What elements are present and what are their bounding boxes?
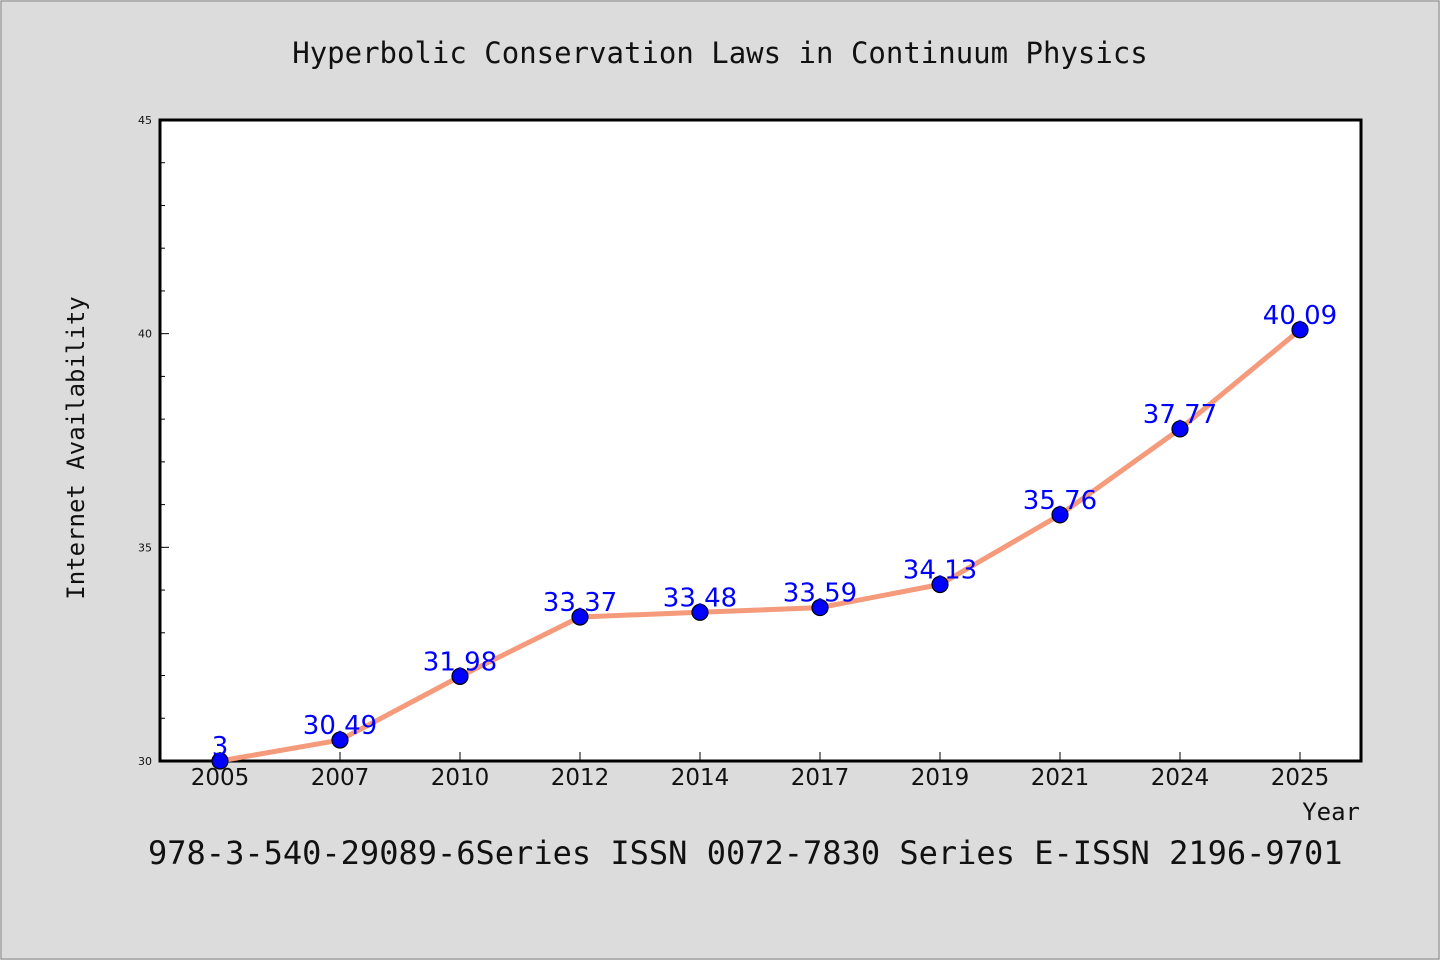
y-tick-label: 45 <box>138 114 152 127</box>
data-point <box>211 752 229 770</box>
x-tick-label: 2021 <box>1031 765 1090 791</box>
series-line <box>217 327 1303 764</box>
data-label: 3 <box>212 732 229 762</box>
data-point <box>451 667 469 685</box>
data-point <box>931 575 949 594</box>
series-line-group <box>211 321 1309 770</box>
data-point <box>571 608 589 626</box>
data-label: 40.09 <box>1263 301 1337 331</box>
data-label: 30.49 <box>303 711 377 741</box>
x-tick-label: 2017 <box>791 765 850 791</box>
data-point <box>691 603 709 621</box>
y-axis: 30 35 40 45 <box>138 114 169 768</box>
x-tick-label: 2007 <box>311 765 370 791</box>
x-tick-label: 2014 <box>671 765 730 791</box>
x-tick-label: 2025 <box>1271 765 1330 791</box>
data-point <box>1051 506 1069 524</box>
x-axis-label: Year <box>1302 798 1360 826</box>
data-point <box>811 598 829 617</box>
data-label: 33.59 <box>783 579 857 609</box>
x-tick-label: 2019 <box>911 765 970 791</box>
y-axis-label: Internet Availability <box>62 296 90 599</box>
x-tick-label: 2024 <box>1151 765 1210 791</box>
x-tick-label: 2010 <box>431 765 490 791</box>
plot-area <box>158 118 1363 763</box>
data-label: 31.98 <box>423 647 497 677</box>
data-label: 33.37 <box>543 588 617 618</box>
data-label: 34.13 <box>903 556 977 586</box>
y-tick-label: 35 <box>138 541 152 554</box>
data-label: 35.76 <box>1023 486 1097 516</box>
data-point <box>1171 420 1189 438</box>
data-point <box>331 731 349 749</box>
data-label: 33.48 <box>663 583 737 613</box>
y-tick-label: 40 <box>138 328 152 341</box>
x-tick-label: 2012 <box>551 765 610 791</box>
data-labels: 3 30.49 31.98 33.37 33.48 33.59 34.13 35.76 37.7… <box>212 301 1337 762</box>
chart-title: Hyperbolic Conservation Laws in Continuu… <box>292 36 1148 70</box>
series-issn-footer: 978-3-540-29089-6Series ISSN 0072-7830 S… <box>148 834 1342 872</box>
data-point <box>1291 321 1309 339</box>
data-label: 37.77 <box>1143 400 1217 430</box>
y-tick-label: 30 <box>138 755 152 768</box>
